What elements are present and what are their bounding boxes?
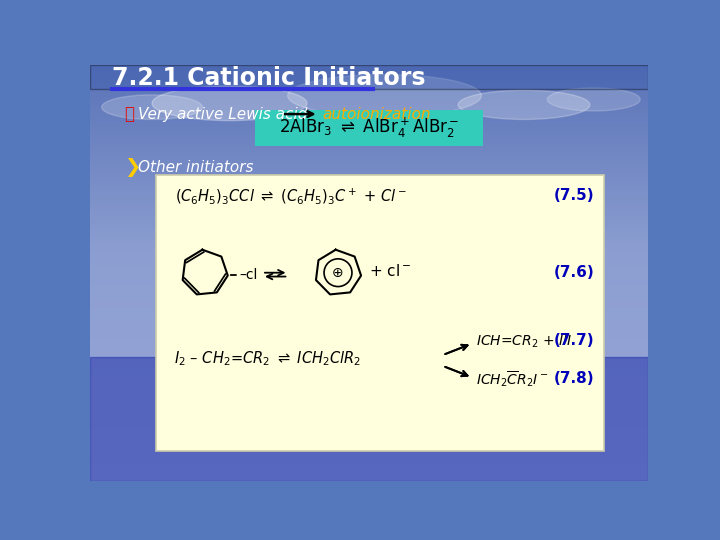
Text: Other initiators: Other initiators: [138, 160, 253, 176]
Text: ⓠ: ⓠ: [124, 105, 134, 123]
Text: 2AlBr$_3$ $\rightleftharpoons$ AlBr$_4^+$AlBr$_2^-$: 2AlBr$_3$ $\rightleftharpoons$ AlBr$_4^+…: [279, 116, 459, 140]
Text: $ICH_2\overline{C}R_2I^-$: $ICH_2\overline{C}R_2I^-$: [476, 369, 549, 389]
Text: Very active Lewis acid: Very active Lewis acid: [138, 106, 307, 122]
Ellipse shape: [547, 88, 640, 111]
Text: autoionization: autoionization: [323, 106, 431, 122]
Ellipse shape: [287, 75, 482, 117]
Text: $I_2$ – $CH_2$=$CR_2$ $\rightleftharpoons$ $ICH_2ClR_2$: $I_2$ – $CH_2$=$CR_2$ $\rightleftharpoon…: [174, 349, 361, 368]
Text: $(C_6H_5)_3CCl$ $\rightleftharpoons$ $(C_6H_5)_3C^+$ + $Cl^-$: $(C_6H_5)_3CCl$ $\rightleftharpoons$ $(C…: [175, 186, 408, 206]
Ellipse shape: [102, 95, 202, 119]
Text: (7.7): (7.7): [554, 333, 595, 348]
Ellipse shape: [152, 86, 307, 120]
Text: ❯: ❯: [124, 158, 140, 178]
Text: $ICH$=$CR_2$ + $III$: $ICH$=$CR_2$ + $III$: [476, 334, 572, 350]
Text: ⊕: ⊕: [332, 266, 344, 280]
Text: 7.2.1 Cationic Initiators: 7.2.1 Cationic Initiators: [112, 66, 426, 90]
Polygon shape: [90, 357, 648, 481]
Text: (7.6): (7.6): [554, 265, 595, 280]
FancyBboxPatch shape: [156, 175, 604, 450]
Text: –cl: –cl: [240, 268, 258, 282]
FancyBboxPatch shape: [255, 110, 483, 146]
Text: (7.8): (7.8): [554, 372, 595, 387]
Ellipse shape: [458, 90, 590, 119]
Text: + cl$^-$: + cl$^-$: [369, 263, 411, 279]
Text: (7.5): (7.5): [554, 188, 595, 203]
FancyBboxPatch shape: [90, 65, 648, 90]
